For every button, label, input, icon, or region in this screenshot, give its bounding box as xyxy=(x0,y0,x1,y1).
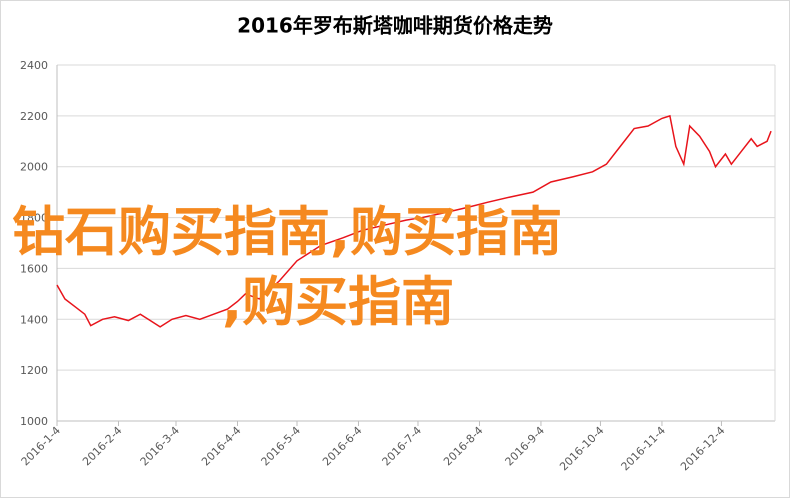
y-tick-label: 1800 xyxy=(20,212,48,225)
y-tick-label: 2200 xyxy=(20,110,48,123)
line-series xyxy=(56,114,772,328)
y-tick-label: 1200 xyxy=(20,364,48,377)
y-tick-label: 1000 xyxy=(20,415,48,428)
chart-title: 2016年罗布斯塔咖啡期货价格走势 xyxy=(237,14,553,38)
watermark-text: 钻石购买指南,购买指南 xyxy=(12,202,562,263)
y-tick-label: 2000 xyxy=(20,161,48,174)
y-tick-label: 2400 xyxy=(20,59,48,72)
y-tick-label: 1600 xyxy=(20,262,48,275)
watermark-text: ,购买指南 xyxy=(222,272,454,333)
y-tick-label: 1400 xyxy=(20,313,48,326)
